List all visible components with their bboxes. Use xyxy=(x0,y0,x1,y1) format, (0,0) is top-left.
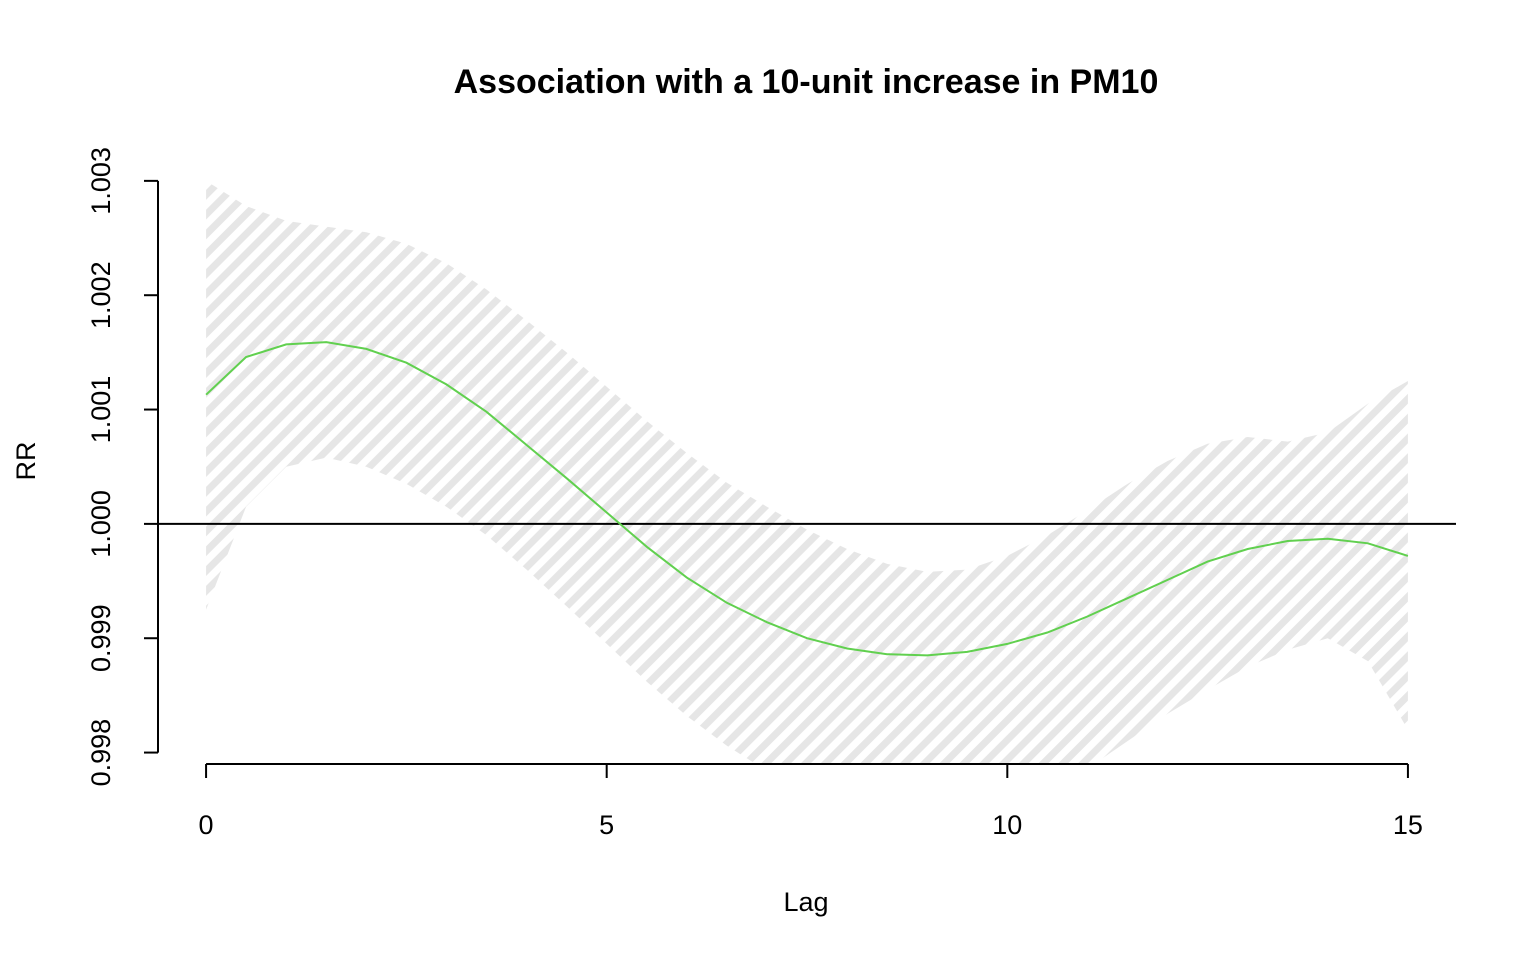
rr-series-line xyxy=(205,341,1409,657)
x-tick-label: 5 xyxy=(599,810,614,840)
plot-area xyxy=(158,180,1456,764)
x-tick-label: 0 xyxy=(199,810,214,840)
y-tick-label: 1.003 xyxy=(86,147,116,215)
x-tick-label: 10 xyxy=(992,810,1022,840)
x-tick-label: 15 xyxy=(1393,810,1423,840)
confidence-band xyxy=(206,180,1408,764)
y-tick-label: 1.000 xyxy=(86,490,116,558)
axes: 0 5 10 15 0.998 0.999 1.000 1.001 1.002 1.003 xyxy=(86,147,1423,840)
y-tick-label: 1.002 xyxy=(86,261,116,329)
y-axis-label: RR xyxy=(11,442,41,481)
y-tick-label: 1.001 xyxy=(86,376,116,444)
x-axis-label: Lag xyxy=(783,887,828,917)
y-tick-label: 0.999 xyxy=(86,604,116,672)
y-tick-label: 0.998 xyxy=(86,719,116,787)
chart-title: Association with a 10-unit increase in P… xyxy=(454,63,1159,101)
